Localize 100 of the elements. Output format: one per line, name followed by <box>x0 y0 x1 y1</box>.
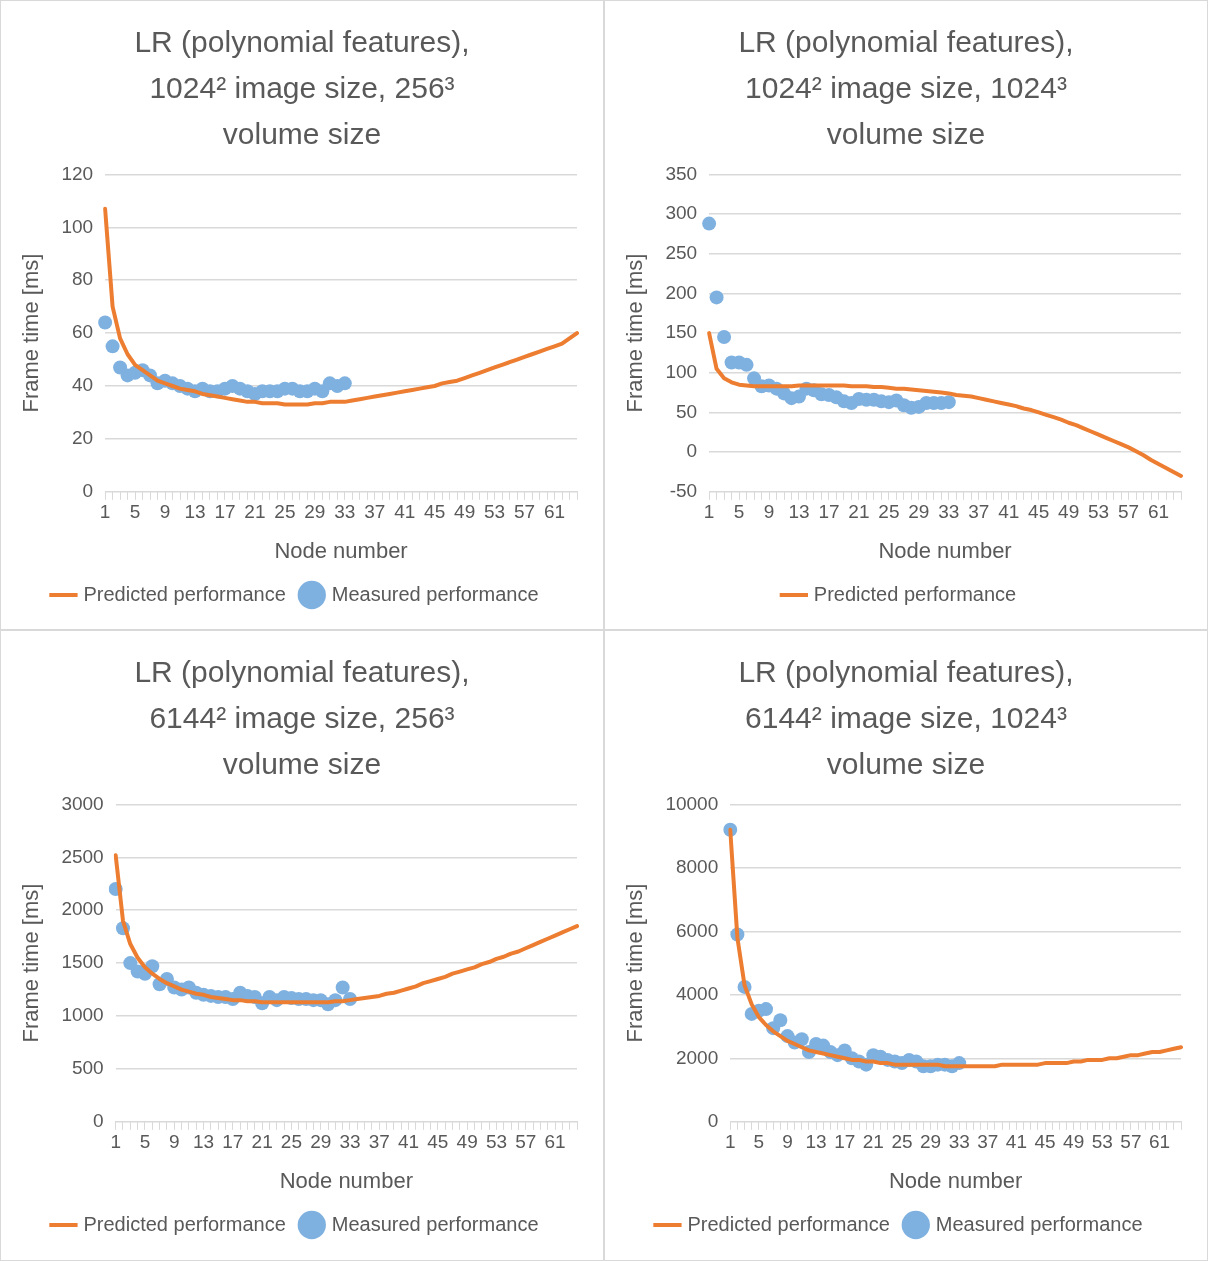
x-tick-label: 17 <box>818 501 840 523</box>
x-tick-label: 61 <box>544 1131 566 1153</box>
x-tick-label: 5 <box>129 501 141 523</box>
x-tick-label: 5 <box>753 1131 765 1153</box>
point <box>98 315 113 330</box>
y-tick-label: -50 <box>669 480 698 502</box>
chart-title: LR (polynomial features), 1024² image size, 256³ volume size <box>133 24 471 151</box>
y-axis-title: Frame time [ms] <box>18 883 44 1043</box>
x-tick-label: 53 <box>485 1131 508 1153</box>
y-tick-label: 2000 <box>61 898 104 920</box>
chart-title: LR (polynomial features), 6144² image size, 1024³ volume size <box>737 654 1075 781</box>
y-tick-label: 50 <box>675 400 698 422</box>
y-tick-label: 200 <box>665 281 698 303</box>
y-tick-label: 100 <box>665 361 698 383</box>
legend-label: Predicted performance <box>687 1212 890 1235</box>
x-tick-label: 29 <box>908 501 930 523</box>
y-tick-label: 500 <box>71 1057 104 1079</box>
y-tick-label: 0 <box>93 1110 104 1132</box>
x-tick-label: 25 <box>878 501 900 523</box>
y-tick-label: 60 <box>71 321 94 343</box>
y-axis-title: Frame time [ms] <box>622 883 648 1043</box>
x-tick-label: 41 <box>998 501 1020 523</box>
x-tick-label: 33 <box>339 1131 361 1153</box>
x-tick-label: 37 <box>977 1131 999 1153</box>
x-tick-label: 13 <box>805 1131 827 1153</box>
x-tick-label: 9 <box>168 1131 180 1153</box>
x-tick-label: 61 <box>1148 1131 1171 1153</box>
x-tick-label: 21 <box>251 1131 273 1153</box>
x-tick-label: 5 <box>139 1131 151 1153</box>
x-tick-label: 17 <box>222 1131 244 1153</box>
x-tick-label: 61 <box>1147 501 1170 523</box>
point <box>337 376 352 391</box>
legend-label: Measured performance <box>331 582 539 605</box>
y-tick-label: 8000 <box>675 856 719 878</box>
x-axis-title: Node number <box>878 537 1012 563</box>
y-tick-label: 0 <box>707 1110 719 1132</box>
y-tick-label: 120 <box>61 162 94 184</box>
point <box>794 1032 809 1047</box>
y-tick-label: 40 <box>71 374 94 396</box>
x-tick-label: 49 <box>1058 501 1080 523</box>
x-tick-label: 21 <box>848 501 870 523</box>
x-tick-label: 17 <box>214 501 236 523</box>
x-tick-label: 5 <box>733 501 745 523</box>
x-tick-label: 29 <box>310 1131 332 1153</box>
y-tick-label: 350 <box>665 162 698 184</box>
x-tick-label: 37 <box>968 501 990 523</box>
x-tick-label: 37 <box>364 501 386 523</box>
x-tick-label: 57 <box>1120 1131 1142 1153</box>
x-tick-label: 25 <box>274 501 296 523</box>
x-tick-label: 49 <box>456 1131 478 1153</box>
x-tick-label: 1 <box>703 501 715 523</box>
y-tick-label: 2500 <box>61 845 104 867</box>
chart-title: LR (polynomial features), 1024² image size, 1024³ volume size <box>737 24 1075 151</box>
x-tick-label: 41 <box>1005 1131 1028 1153</box>
y-tick-label: 10000 <box>665 792 719 814</box>
x-tick-label: 13 <box>184 501 206 523</box>
x-tick-label: 53 <box>484 501 506 523</box>
y-tick-label: 6000 <box>675 919 719 941</box>
x-tick-label: 21 <box>862 1131 884 1153</box>
x-tick-label: 41 <box>398 1131 420 1153</box>
x-tick-label: 1 <box>724 1131 736 1153</box>
point <box>717 330 732 345</box>
chart-title: LR (polynomial features), 6144² image size, 256³ volume size <box>133 654 471 781</box>
x-tick-label: 9 <box>159 501 171 523</box>
y-tick-label: 0 <box>686 440 698 462</box>
x-tick-label: 53 <box>1091 1131 1113 1153</box>
x-axis-title: Node number <box>279 1167 413 1193</box>
x-axis-title: Node number <box>274 537 408 563</box>
x-tick-label: 45 <box>1034 1131 1056 1153</box>
y-tick-label: 80 <box>71 268 94 290</box>
x-axis-title: Node number <box>888 1167 1023 1193</box>
y-tick-label: 100 <box>61 215 94 237</box>
x-tick-label: 13 <box>788 501 810 523</box>
y-tick-label: 300 <box>665 202 698 224</box>
x-tick-label: 49 <box>454 501 476 523</box>
legend-label: Predicted performance <box>83 1212 286 1235</box>
y-tick-label: 4000 <box>675 983 719 1005</box>
x-tick-label: 53 <box>1088 501 1110 523</box>
x-tick-label: 9 <box>763 501 775 523</box>
x-tick-label: 33 <box>938 501 960 523</box>
point <box>105 339 120 354</box>
x-tick-label: 33 <box>334 501 356 523</box>
x-tick-label: 1 <box>110 1131 121 1153</box>
y-tick-label: 1500 <box>61 951 104 973</box>
y-tick-label: 150 <box>665 321 698 343</box>
y-axis-title: Frame time [ms] <box>18 253 44 413</box>
x-tick-label: 41 <box>394 501 416 523</box>
point <box>759 1002 774 1017</box>
x-tick-label: 29 <box>920 1131 942 1153</box>
point <box>709 290 724 305</box>
x-tick-label: 61 <box>543 501 566 523</box>
x-tick-label: 57 <box>515 1131 537 1153</box>
x-tick-label: 45 <box>427 1131 449 1153</box>
legend-label: Measured performance <box>935 1212 1143 1235</box>
x-tick-label: 45 <box>1028 501 1050 523</box>
x-tick-label: 25 <box>891 1131 913 1153</box>
point <box>773 1013 788 1028</box>
x-tick-label: 29 <box>304 501 326 523</box>
y-tick-label: 0 <box>82 480 94 502</box>
y-tick-label: 2000 <box>675 1046 719 1068</box>
